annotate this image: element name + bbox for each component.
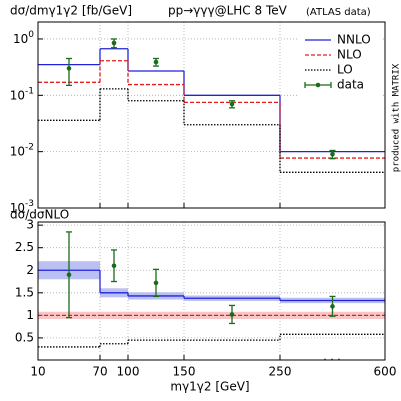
legend-swatch [315,82,321,88]
tick-exponent: -2 [25,142,34,152]
legend-label: NNLO [337,33,371,47]
data-point [229,312,235,317]
y-axis-title: dσ/dmγ1γ2 [fb/GeV] [10,4,132,18]
y-tick-label: 3 [26,218,34,232]
tick-base: 10 [10,144,25,158]
legend-label: NLO [337,48,362,62]
chart-subtitle: (ATLAS data) [306,7,371,18]
y-tick-label: 10-3 [10,199,34,215]
data-point [66,272,72,278]
y-tick-label: 10-1 [10,86,34,102]
data-point [66,66,72,71]
tick-base: 10 [10,201,25,215]
y-tick-label: 1.5 [15,285,34,299]
x-tick-label: 600 [374,365,397,379]
data-point [111,263,117,269]
y-tick-label: 10-2 [10,142,34,158]
tick-base: 10 [13,31,28,45]
tick-exponent: 0 [28,29,34,39]
data-point [330,151,335,157]
x-tick-label: 250 [269,365,292,379]
x-axis-title: mγ1γ2 [GeV] [170,380,249,394]
x-tick-label: 70 [92,365,107,379]
data-point [153,59,159,65]
data-point [330,304,335,309]
data-point [111,40,117,46]
data-point [229,101,235,107]
plot-frame [37,221,386,361]
y-tick-label: 100 [13,29,34,45]
x-tick-label: 150 [173,365,196,379]
x-tick-label: 100 [117,365,140,379]
plot-frame [37,21,386,209]
side-note: produced with MATRIX [392,63,401,172]
y-tick-label: 1 [26,308,34,322]
tick-exponent: -3 [25,199,34,209]
y-tick-label: 0.5 [15,330,34,344]
legend-label: data [337,78,364,92]
data-point [153,280,159,286]
y-axis-title: dσ/dσNLO [10,208,69,222]
chart-title: pp→γγγ@LHC 8 TeV [168,4,288,18]
tick-exponent: -1 [25,86,34,96]
y-tick-label: 2.5 [15,240,34,254]
x-tick-label: 10 [30,365,45,379]
y-tick-label: 2 [26,263,34,277]
legend-label: LO [337,63,353,77]
tick-base: 10 [10,88,25,102]
